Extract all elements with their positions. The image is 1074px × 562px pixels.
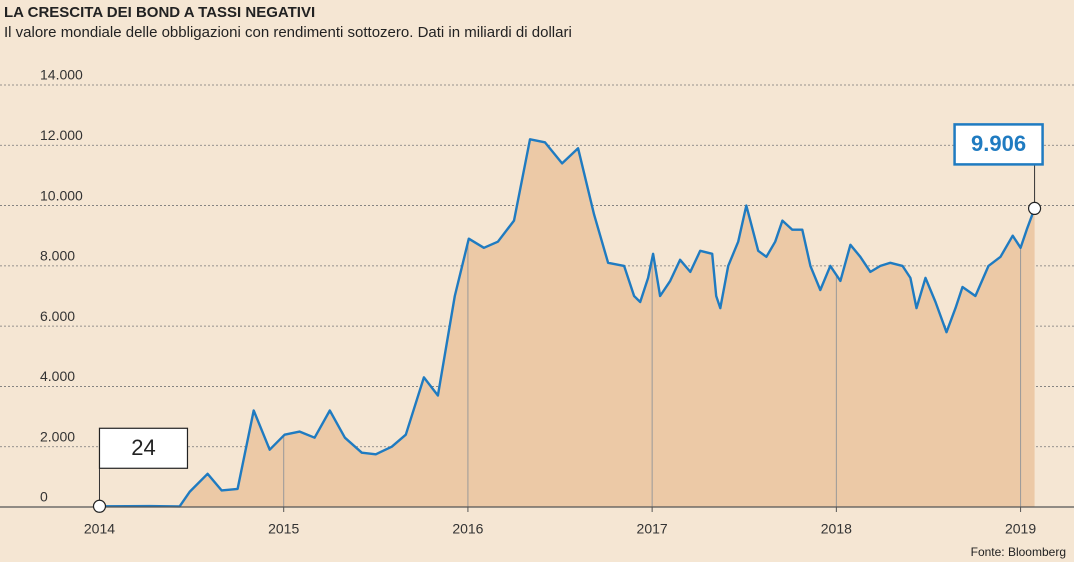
x-tick-label: 2018 bbox=[821, 521, 852, 537]
x-tick-label: 2017 bbox=[637, 521, 668, 537]
y-tick-label: 12.000 bbox=[40, 127, 83, 143]
chart-title: LA CRESCITA DEI BOND A TASSI NEGATIVI bbox=[4, 4, 315, 21]
y-tick-label: 8.000 bbox=[40, 248, 75, 264]
y-tick-label: 2.000 bbox=[40, 428, 75, 444]
x-tick-label: 2014 bbox=[84, 521, 115, 537]
line bbox=[99, 138, 1036, 508]
x-tick-label: 2019 bbox=[1005, 521, 1036, 537]
x-tick-label: 2015 bbox=[268, 521, 299, 537]
label-box bbox=[98, 427, 189, 469]
data-label: 24 bbox=[131, 435, 155, 460]
point-marker bbox=[92, 499, 107, 513]
y-tick-label: 0 bbox=[40, 489, 48, 505]
source: Fonte: Bloomberg bbox=[971, 545, 1066, 559]
y-tick-label: 4.000 bbox=[40, 368, 75, 384]
x-tick-label: 2016 bbox=[452, 521, 483, 537]
y-tick-label: 14.000 bbox=[40, 67, 83, 83]
y-tick-label: 6.000 bbox=[40, 308, 75, 324]
data-label: 9.906 bbox=[971, 131, 1026, 156]
chart-subtitle: Il valore mondiale delle obbligazioni co… bbox=[4, 24, 572, 41]
area bbox=[99, 139, 1035, 508]
label-box bbox=[953, 123, 1044, 166]
y-tick-label: 10.000 bbox=[40, 187, 83, 203]
point-marker bbox=[1027, 201, 1042, 216]
